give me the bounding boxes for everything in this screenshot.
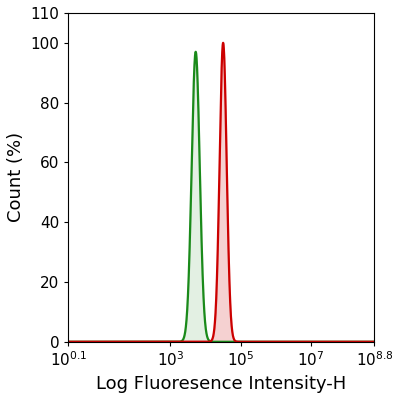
X-axis label: Log Fluoresence Intensity-H: Log Fluoresence Intensity-H bbox=[96, 375, 346, 393]
Y-axis label: Count (%): Count (%) bbox=[7, 132, 25, 222]
